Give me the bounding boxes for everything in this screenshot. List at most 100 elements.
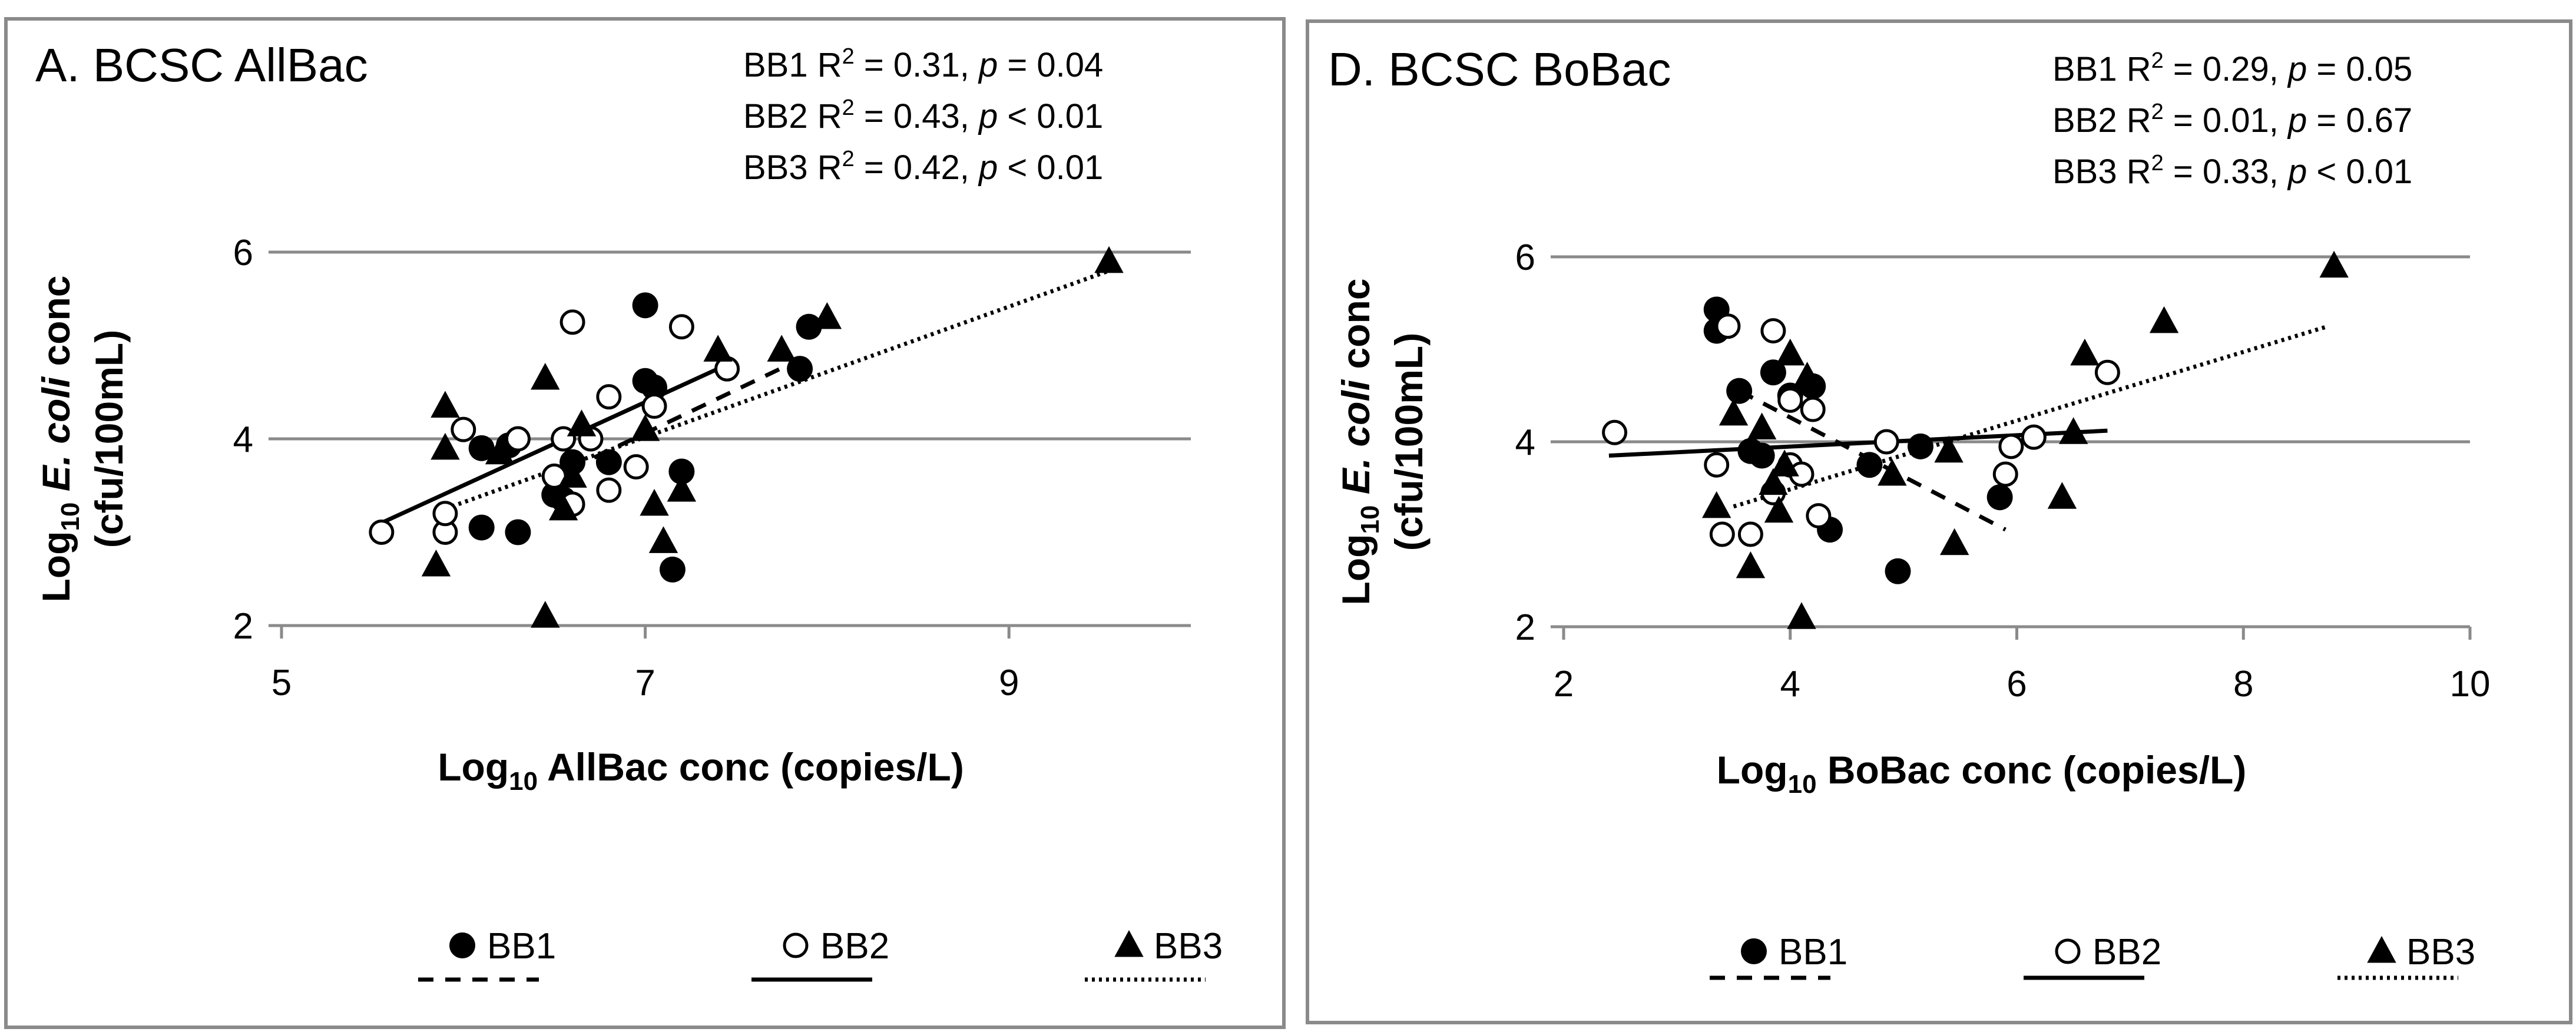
data-point-bb3 xyxy=(648,526,678,553)
legend-marker-bb1 xyxy=(449,932,475,958)
data-point-bb2 xyxy=(668,314,694,340)
data-point-bb1 xyxy=(1907,433,1933,459)
legend-marker-bb3 xyxy=(2367,936,2396,963)
data-point-bb1 xyxy=(1749,442,1775,469)
data-point-bb1 xyxy=(1856,452,1883,478)
legend-label-bb1: BB1 xyxy=(487,926,556,967)
data-point-bb3 xyxy=(1792,362,1822,389)
x-tick-label: 9 xyxy=(999,663,1019,703)
data-point-bb2 xyxy=(1709,521,1735,547)
data-point-bb3 xyxy=(531,601,560,628)
x-axis-label: Log10 BoBac conc (copies/L) xyxy=(1717,748,2247,799)
y-tick-label: 6 xyxy=(1515,237,1535,278)
data-point-bb2 xyxy=(641,393,667,419)
data-point-bb1 xyxy=(1885,558,1911,584)
data-point-bb3 xyxy=(1764,495,1794,523)
data-point-bb2 xyxy=(623,454,649,480)
data-point-bb2 xyxy=(1800,396,1826,422)
data-point-bb1 xyxy=(787,356,813,382)
legend-marker-bb2 xyxy=(2055,938,2081,964)
chart-title: D. BCSC BoBac xyxy=(1328,43,1671,95)
data-point-bb2 xyxy=(559,309,585,335)
chart-panel-1: A. BCSC AllBac BB1 R2 = 0.31, p = 0.04 BB2… xyxy=(4,17,1286,1029)
panel-border xyxy=(1306,19,2572,1024)
data-point-bb3 xyxy=(667,475,697,502)
data-point-bb3 xyxy=(1878,458,1907,486)
data-point-bb3 xyxy=(421,549,451,577)
y-tick-label: 4 xyxy=(1515,422,1535,463)
data-point-bb3 xyxy=(640,488,669,516)
data-point-bb3 xyxy=(1094,246,1124,273)
data-point-bb2 xyxy=(596,384,622,410)
chart-panel-2: D. BCSC BoBac BB1 R2 = 0.29, p = 0.05 BB2 … xyxy=(1306,19,2572,1024)
data-point-bb3 xyxy=(1702,491,1731,518)
data-point-bb3 xyxy=(431,432,460,460)
data-point-bb1 xyxy=(468,514,495,541)
data-point-bb2 xyxy=(1704,452,1730,478)
data-point-bb3 xyxy=(431,391,460,418)
data-point-bb2 xyxy=(1992,461,2018,487)
legend-label-bb2: BB2 xyxy=(820,926,889,967)
x-tick-label: 2 xyxy=(1554,664,1574,704)
data-point-bb1 xyxy=(505,519,531,545)
panel-border xyxy=(4,17,1286,1029)
x-tick-label: 8 xyxy=(2233,664,2253,704)
data-point-bb2 xyxy=(432,501,458,527)
data-point-bb1 xyxy=(641,374,668,401)
y-tick-label: 4 xyxy=(233,419,253,460)
legend-label-bb2: BB2 xyxy=(2092,932,2161,973)
data-point-bb3 xyxy=(1776,338,1805,366)
data-point-bb1 xyxy=(1760,359,1786,386)
stat-line-1: BB1 R2 = 0.31, p = 0.04 xyxy=(743,44,1103,84)
data-point-bb3 xyxy=(1747,412,1777,439)
data-point-bb3 xyxy=(1934,435,1964,463)
stat-line-3: BB3 R2 = 0.42, p < 0.01 xyxy=(743,147,1103,187)
data-point-bb3 xyxy=(558,461,587,488)
data-point-bb3 xyxy=(485,437,515,465)
data-point-bb3 xyxy=(1759,468,1788,495)
x-tick-label: 6 xyxy=(2007,664,2027,704)
y-axis-label: Log10 E. coli conc xyxy=(34,275,85,602)
stat-line-3: BB3 R2 = 0.33, p < 0.01 xyxy=(2052,151,2412,191)
data-point-bb2 xyxy=(1777,387,1803,413)
data-point-bb2 xyxy=(1806,503,1832,529)
x-tick-label: 4 xyxy=(1780,664,1800,704)
data-point-bb3 xyxy=(2058,417,2088,444)
data-point-bb2 xyxy=(1760,318,1786,344)
stat-line-2: BB2 R2 = 0.43, p < 0.01 xyxy=(743,95,1103,135)
data-point-bb1 xyxy=(595,449,622,475)
x-tick-label: 10 xyxy=(2450,664,2491,704)
data-point-bb3 xyxy=(548,493,578,521)
data-point-bb3 xyxy=(2149,306,2179,333)
data-point-bb2 xyxy=(596,477,622,503)
legend-label-bb3: BB3 xyxy=(1154,926,1223,967)
x-tick-label: 5 xyxy=(271,663,292,703)
data-point-bb3 xyxy=(567,409,597,436)
data-point-bb2 xyxy=(1998,434,2024,459)
data-point-bb2 xyxy=(369,520,395,545)
trendline-bb3 xyxy=(1733,324,2329,509)
y-tick-label: 2 xyxy=(233,606,253,647)
data-point-bb3 xyxy=(2047,482,2077,509)
data-point-bb2 xyxy=(2021,424,2047,450)
y-tick-label: 6 xyxy=(233,233,253,273)
trendline-bb1 xyxy=(544,358,801,483)
data-point-bb2 xyxy=(1737,521,1763,547)
trendline-bb3 xyxy=(444,269,1110,511)
data-point-bb3 xyxy=(630,414,660,441)
data-point-bb3 xyxy=(1736,551,1766,578)
legend-label-bb3: BB3 xyxy=(2406,932,2475,973)
data-point-bb3 xyxy=(1719,398,1749,426)
data-point-bb3 xyxy=(1939,528,1969,555)
data-point-bb1 xyxy=(1986,484,2013,511)
data-point-bb3 xyxy=(812,302,842,329)
data-point-bb1 xyxy=(632,292,658,319)
data-point-bb3 xyxy=(767,335,796,362)
data-point-bb2 xyxy=(1715,313,1741,339)
legend-marker-bb1 xyxy=(1741,938,1767,964)
data-point-bb3 xyxy=(531,362,560,390)
data-point-bb1 xyxy=(668,458,695,485)
data-point-bb2 xyxy=(451,416,476,442)
data-point-bb3 xyxy=(2319,250,2349,278)
